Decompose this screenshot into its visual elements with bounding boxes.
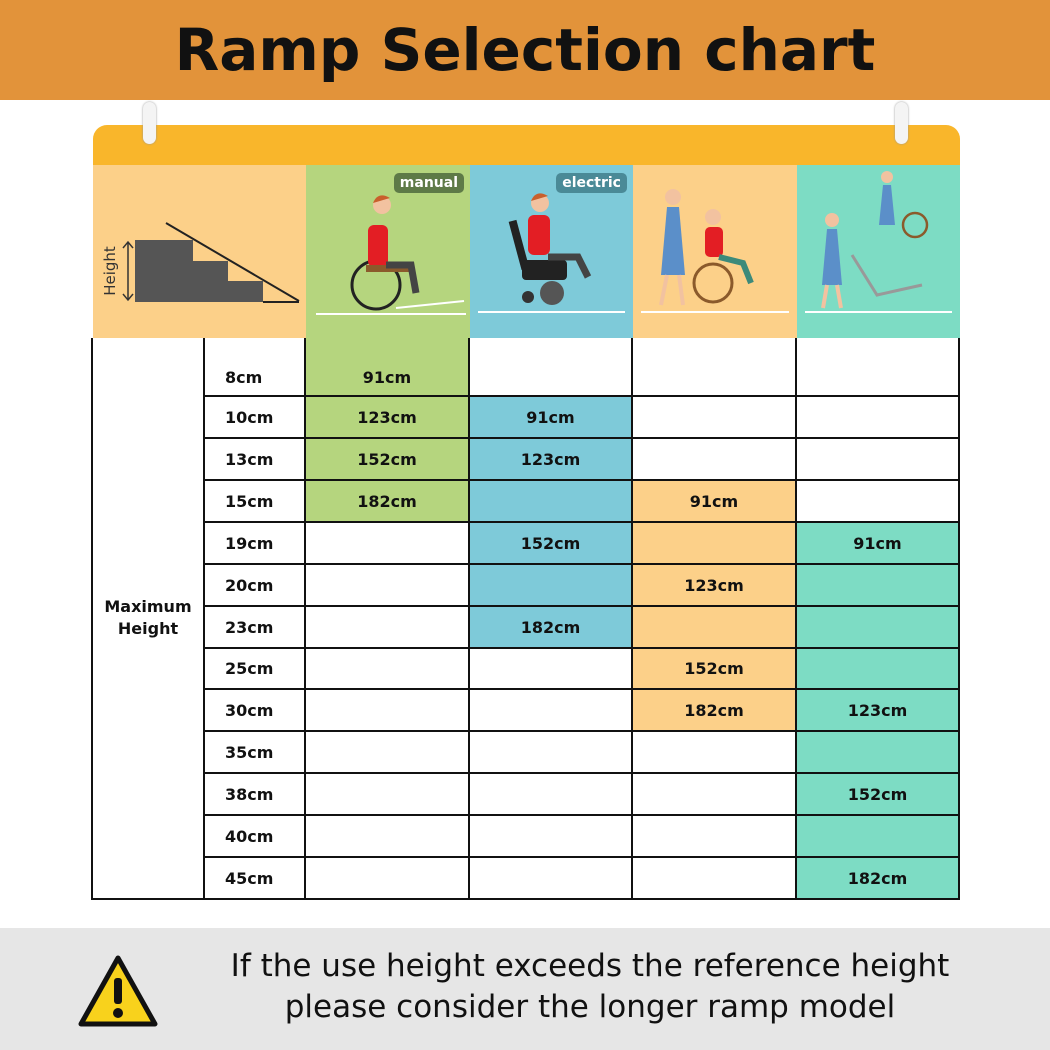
ramp-length-cell-attendant [633,858,797,900]
ramp-length-cell-attendant [633,774,797,816]
hook-right [895,102,908,144]
ramp-length-cell-manual [306,774,470,816]
height-cell: 13cm [205,439,306,481]
footer-note: If the use height exceeds the reference … [0,928,1050,1050]
ramp-length-cell-manual [306,858,470,900]
footer-line-1: If the use height exceeds the reference … [230,948,950,984]
manual-tag: manual [393,173,464,193]
manual-header: manual [306,165,470,338]
height-cell: 10cm [205,397,306,439]
ramp-length-cell-electric: 123cm [470,439,633,481]
ramp-length-cell-electric: 182cm [470,607,633,649]
stair-climber-header [797,165,960,338]
ramp-length-cell-attendant [633,732,797,774]
ramp-length-cell-stair: 123cm [797,690,960,732]
ramp-length-cell-attendant [633,523,797,565]
ramp-length-cell-attendant [633,338,797,397]
attendant-header [633,165,797,338]
ramp-length-cell-electric [470,690,633,732]
height-cell: 15cm [205,481,306,523]
chart-board: Height manual electric [93,102,960,338]
board-top-bar [93,125,960,165]
ramp-length-cell-electric [470,565,633,607]
ramp-length-cell-manual [306,649,470,690]
stair-trolley-icon [805,171,952,313]
ramp-length-cell-stair: 182cm [797,858,960,900]
ramp-length-cell-manual [306,732,470,774]
height-cell: 30cm [205,690,306,732]
ramp-length-cell-stair: 152cm [797,774,960,816]
ramp-length-cell-manual: 182cm [306,481,470,523]
ramp-length-cell-attendant: 91cm [633,481,797,523]
ramp-length-cell-electric [470,732,633,774]
height-cell: 35cm [205,732,306,774]
ramp-length-cell-attendant: 123cm [633,565,797,607]
header-row: Height manual electric [93,165,960,338]
ramp-length-cell-stair [797,607,960,649]
page-title: Ramp Selection chart [174,16,876,84]
electric-wheelchair-icon [478,193,625,313]
height-cell: 45cm [205,858,306,900]
ramp-length-cell-stair [797,816,960,858]
ramp-length-cell-attendant [633,816,797,858]
ramp-length-cell-attendant [633,439,797,481]
ramp-length-cell-attendant: 182cm [633,690,797,732]
footer-text: If the use height exceeds the reference … [210,946,970,1028]
footer-line-2: please consider the longer ramp model [284,989,896,1025]
ramp-length-cell-electric [470,649,633,690]
warning-icon [78,955,158,1027]
attendant-wheelchair-icon [641,189,789,313]
hook-left [143,102,156,144]
height-cell: 40cm [205,816,306,858]
height-cell: 19cm [205,523,306,565]
electric-header: electric [470,165,633,338]
ramp-length-cell-manual: 91cm [306,338,470,397]
title-bar: Ramp Selection chart [0,0,1050,100]
ramp-table: Maximum Height 8cm 91cm 10cm 123cm 91cm 13cm 15… [91,338,960,900]
manual-wheelchair-icon [316,195,466,315]
ramp-length-cell-manual: 152cm [306,439,470,481]
height-cell: 25cm [205,649,306,690]
ramp-length-cell-manual [306,607,470,649]
height-cell: 8cm [205,338,306,397]
ramp-length-cell-stair [797,338,960,397]
height-cell: 23cm [205,607,306,649]
ramp-length-cell-electric [470,858,633,900]
ramp-length-cell-attendant: 152cm [633,649,797,690]
ramp-length-cell-manual [306,565,470,607]
ramp-length-cell-electric: 91cm [470,397,633,439]
ramp-length-cell-stair: 91cm [797,523,960,565]
height-label: Height [101,246,119,296]
ramp-length-cell-electric [470,338,633,397]
ramp-length-cell-electric [470,481,633,523]
ramp-length-cell-attendant [633,607,797,649]
height-cell: 38cm [205,774,306,816]
ramp-length-cell-manual [306,816,470,858]
ramp-length-cell-stair [797,565,960,607]
row-header-maximum-height: Maximum Height [91,338,205,900]
ramp-length-cell-manual: 123cm [306,397,470,439]
stairs-ramp-icon: Height [101,222,300,303]
ramp-length-cell-electric [470,774,633,816]
ramp-length-cell-manual [306,690,470,732]
height-cell: 20cm [205,565,306,607]
height-diagram-cell: Height [93,165,306,338]
electric-tag: electric [556,173,627,193]
ramp-length-cell-stair [797,481,960,523]
ramp-length-cell-electric: 152cm [470,523,633,565]
ramp-length-cell-stair [797,649,960,690]
ramp-length-cell-attendant [633,397,797,439]
ramp-length-cell-electric [470,816,633,858]
ramp-length-cell-stair [797,439,960,481]
ramp-length-cell-stair [797,732,960,774]
ramp-length-cell-manual [306,523,470,565]
ramp-length-cell-stair [797,397,960,439]
